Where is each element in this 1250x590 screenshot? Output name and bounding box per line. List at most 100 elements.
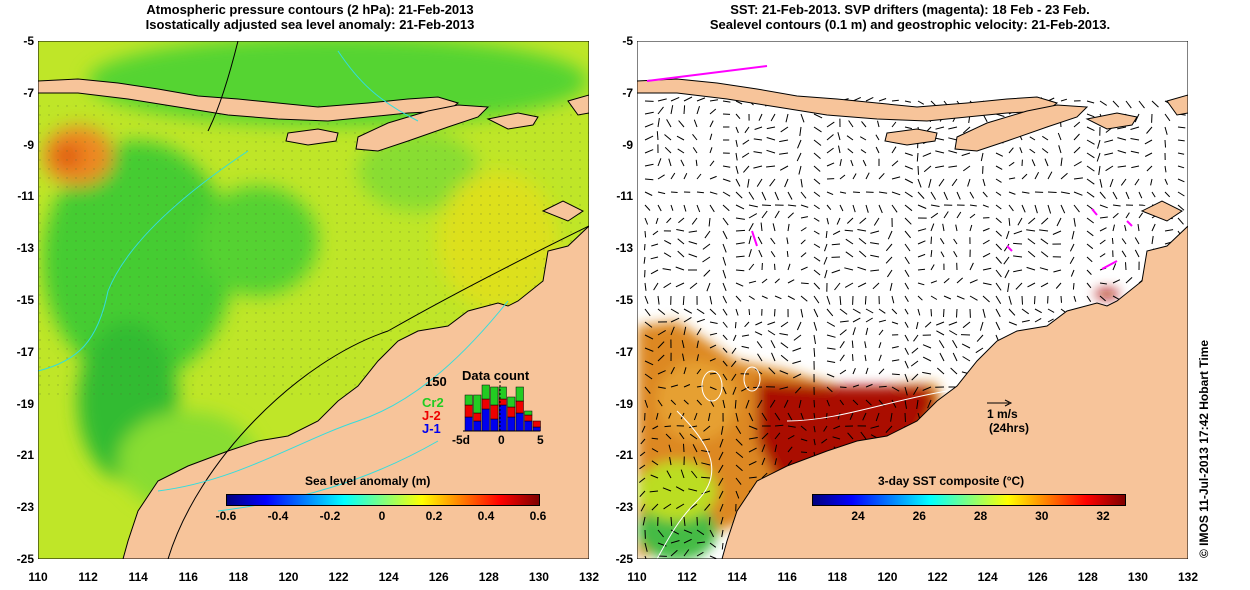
- right-ytick-label: -5: [622, 34, 633, 48]
- inset-xtick-zero: 0: [498, 433, 505, 447]
- left-xtick-label: 116: [178, 570, 198, 584]
- left-colorbar-tick: 0.6: [529, 509, 547, 523]
- left-title-line2: Isostatically adjusted sea level anomaly…: [145, 17, 475, 32]
- inset-bar: [515, 386, 524, 402]
- inset-bars: [464, 384, 541, 432]
- left-colorbar-tick: 0: [378, 509, 386, 523]
- isobath-lines: [38, 50, 509, 512]
- inset-bar: [473, 412, 482, 422]
- inset-bar: [532, 426, 541, 432]
- left-title-line1: Atmospheric pressure contours (2 hPa): 2…: [146, 2, 474, 17]
- left-ytick-label: -7: [23, 85, 34, 100]
- left-xtick-label: 120: [278, 570, 299, 584]
- right-xtick-label: 128: [1077, 570, 1098, 584]
- right-ytick-label: -11: [616, 189, 633, 204]
- land: [637, 78, 1188, 559]
- inset-bar: [507, 416, 516, 432]
- inset-bar: [481, 384, 490, 400]
- left-ytick-label: -9: [23, 137, 34, 152]
- inset-bar: [464, 416, 473, 432]
- left-colorbar-title: Sea level anomaly (m): [305, 474, 431, 488]
- left-colorbar-tick: -0.4: [267, 509, 289, 523]
- right-xtick-label: 110: [627, 570, 647, 584]
- inset-bar: [464, 404, 473, 418]
- inset-bar: [507, 396, 516, 408]
- pressure-contours: [167, 41, 589, 559]
- inset-bar: [490, 386, 499, 406]
- right-xtick-label: 132: [1177, 570, 1199, 584]
- right-colorbar-tick: 26: [912, 509, 926, 523]
- left-xtick-label: 124: [378, 570, 399, 584]
- inset-bar: [524, 410, 533, 416]
- right-colorbar-tick: 30: [1035, 509, 1049, 523]
- right-xtick-label: 122: [927, 570, 948, 584]
- left-ytick-label: -21: [16, 448, 34, 463]
- right-xtick-label: 118: [827, 570, 848, 584]
- left-ytick-label: -23: [16, 500, 34, 515]
- sealevel-contours: [656, 366, 948, 559]
- right-xtick-label: 116: [777, 570, 797, 584]
- left-xtick-label: 122: [328, 570, 349, 584]
- scale-arrow: [987, 399, 1013, 407]
- right-ytick-label: -13: [615, 241, 633, 256]
- sst-field: [637, 289, 1119, 559]
- scale-arrow-label2: (24hrs): [989, 421, 1030, 435]
- land: [38, 78, 589, 559]
- inset-bar: [515, 400, 524, 414]
- right-ytick-label: -9: [622, 137, 633, 152]
- left-ytick-label: -19: [16, 396, 34, 411]
- right-xtick-label: 130: [1127, 570, 1148, 584]
- inset-xtick-start: -5d: [452, 433, 470, 447]
- inset-series-j2: J-2: [422, 408, 441, 423]
- left-xtick-label: 130: [528, 570, 549, 584]
- drifter-tracks: [646, 65, 1133, 270]
- inset-bar: [464, 394, 473, 406]
- right-ytick-label: -23: [615, 500, 633, 515]
- left-map: [38, 41, 589, 559]
- right-title-line1: SST: 21-Feb-2013. SVP drifters (magenta)…: [730, 2, 1090, 17]
- left-xtick-label: 110: [28, 570, 48, 584]
- inset-bar: [481, 408, 490, 432]
- left-xtick-label: 128: [478, 570, 499, 584]
- left-colorbar-tick: 0.4: [477, 509, 495, 523]
- left-ytick-label: -17: [16, 344, 34, 359]
- left-ytick-label: -15: [16, 293, 34, 307]
- left-colorbar-tick: -0.2: [319, 509, 341, 523]
- inset-bar: [473, 394, 482, 414]
- left-ytick-label: -25: [16, 552, 34, 566]
- right-ytick-label: -25: [615, 552, 633, 566]
- inset-bar: [490, 418, 499, 432]
- right-ytick-label: -21: [615, 448, 633, 463]
- scale-arrow-label1: 1 m/s: [987, 407, 1018, 421]
- left-colorbar-tick: -0.6: [215, 509, 237, 523]
- inset-bar: [473, 420, 482, 432]
- inset-bar: [524, 420, 533, 432]
- inset-bar: [515, 412, 524, 432]
- right-colorbar-tick: 28: [973, 509, 988, 523]
- inset-bar: [532, 420, 541, 428]
- right-colorbar-tick: 32: [1096, 509, 1110, 523]
- right-ytick-label: -17: [615, 344, 633, 359]
- left-colorbar: [226, 494, 540, 506]
- inset-bar: [481, 398, 490, 410]
- credit-text: © IMOS 11-Jul-2013 17:42 Hobart Time: [1197, 339, 1211, 558]
- left-colorbar-tick: 0.2: [425, 509, 443, 523]
- inset-series-cr2: Cr2: [422, 395, 444, 410]
- right-ytick-label: -19: [615, 396, 633, 411]
- left-ytick-label: -5: [23, 34, 34, 48]
- inset-series-j1: J-1: [422, 421, 441, 436]
- right-xtick-label: 112: [677, 570, 697, 584]
- data-count-inset: [463, 381, 541, 432]
- inset-bar: [507, 406, 516, 418]
- right-colorbar-title: 3-day SST composite (°C): [878, 474, 1025, 488]
- right-title-line2: Sealevel contours (0.1 m) and geostrophi…: [709, 17, 1111, 32]
- inset-bar: [524, 414, 533, 422]
- left-xtick-label: 112: [78, 570, 98, 584]
- left-ytick-label: -11: [17, 189, 34, 204]
- right-colorbar: [812, 494, 1126, 506]
- right-xtick-label: 114: [727, 570, 747, 584]
- left-xtick-label: 114: [128, 570, 148, 584]
- inset-bar: [498, 386, 507, 400]
- right-xtick-label: 126: [1027, 570, 1048, 584]
- left-xtick-label: 118: [228, 570, 249, 584]
